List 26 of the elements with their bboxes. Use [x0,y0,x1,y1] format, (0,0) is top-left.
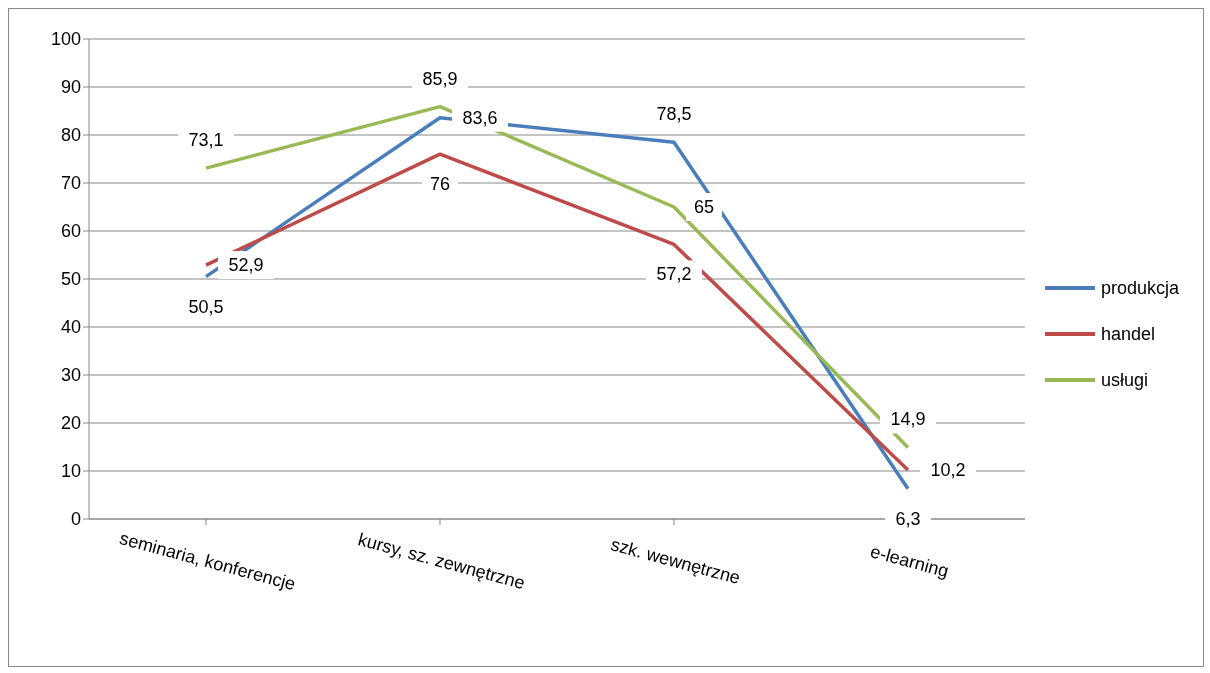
legend-label: produkcja [1100,277,1179,299]
y-tick-label: 60 [60,221,81,242]
y-tick-label: 30 [60,365,81,386]
data-label: 76 [429,174,450,195]
y-tick-label: 40 [60,317,81,338]
legend-label: handel [1100,323,1156,345]
data-label: 10,2 [930,460,966,481]
y-tick-label: 20 [60,413,81,434]
data-label: 6,3 [895,508,921,529]
data-label: 14,9 [890,409,926,430]
y-tick-label: 100 [50,29,81,50]
data-label: 78,5 [656,104,692,125]
data-label: 85,9 [422,68,458,89]
y-tick-label: 90 [60,77,81,98]
y-tick-label: 80 [60,125,81,146]
data-label: 50,5 [188,296,224,317]
y-tick-label: 50 [60,269,81,290]
y-tick-label: 10 [60,461,81,482]
data-label: 52,9 [228,255,264,276]
data-label: 57,2 [656,264,692,285]
legend-label: usługi [1100,369,1148,391]
data-label: 65 [693,197,714,217]
data-label: 83,6 [462,107,498,128]
y-tick-label: 0 [70,509,81,530]
y-tick-label: 70 [60,173,81,194]
data-label: 73,1 [188,130,224,151]
